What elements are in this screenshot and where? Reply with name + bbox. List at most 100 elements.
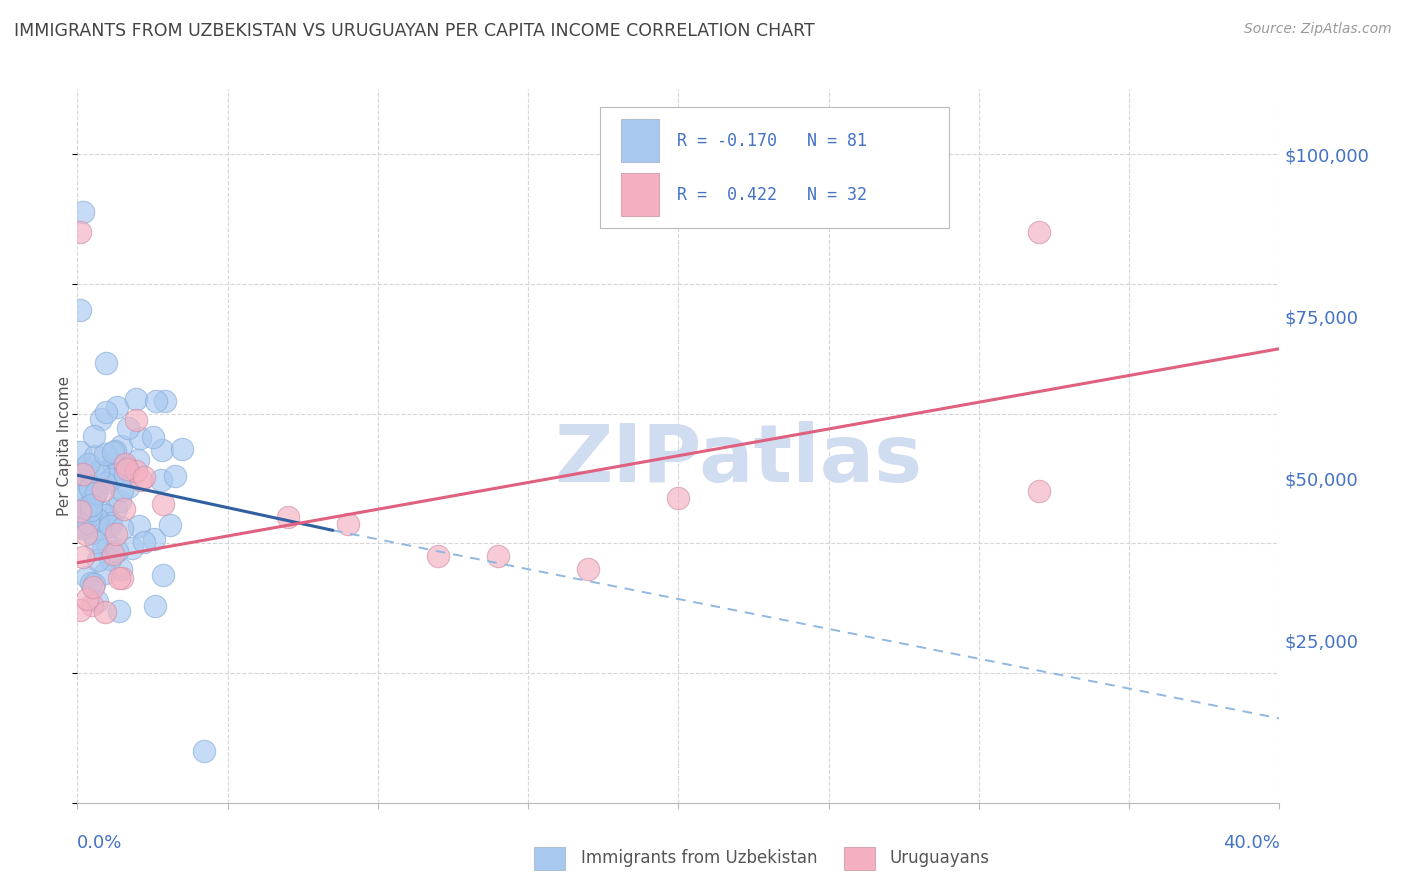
- Point: [69, 603, 91, 617]
- Point: [150, 443, 173, 458]
- Point: [89, 520, 111, 534]
- Point: [100, 551, 122, 566]
- Point: [132, 469, 155, 483]
- Point: [91, 541, 114, 556]
- Point: [94, 447, 117, 461]
- FancyBboxPatch shape: [620, 173, 659, 216]
- Point: [83, 577, 105, 591]
- Point: [125, 413, 148, 427]
- Point: [163, 468, 186, 483]
- Text: R = -0.170   N = 81: R = -0.170 N = 81: [678, 132, 868, 150]
- Point: [105, 500, 128, 515]
- Point: [108, 494, 131, 508]
- FancyBboxPatch shape: [620, 120, 659, 162]
- Point: [134, 534, 156, 549]
- Point: [86, 594, 108, 608]
- Point: [100, 472, 122, 486]
- Point: [94, 405, 117, 419]
- Point: [145, 394, 167, 409]
- Text: IMMIGRANTS FROM UZBEKISTAN VS URUGUAYAN PER CAPITA INCOME CORRELATION CHART: IMMIGRANTS FROM UZBEKISTAN VS URUGUAYAN …: [14, 22, 815, 40]
- Point: [427, 549, 450, 564]
- Point: [100, 516, 122, 531]
- Point: [94, 356, 117, 370]
- Point: [101, 547, 124, 561]
- Point: [576, 562, 599, 576]
- Point: [111, 483, 134, 497]
- Point: [82, 599, 104, 613]
- Point: [94, 566, 117, 580]
- Point: [107, 544, 129, 558]
- Point: [114, 467, 136, 481]
- FancyBboxPatch shape: [600, 107, 949, 228]
- Point: [87, 465, 110, 479]
- Point: [1028, 225, 1050, 239]
- Point: [129, 473, 152, 487]
- Point: [101, 456, 124, 470]
- Point: [90, 505, 112, 519]
- Point: [76, 591, 98, 606]
- Point: [108, 571, 131, 585]
- Point: [111, 521, 134, 535]
- Point: [87, 552, 110, 566]
- Point: [82, 490, 104, 504]
- Point: [72, 467, 94, 481]
- Point: [277, 510, 299, 524]
- Point: [112, 458, 135, 473]
- Point: [117, 480, 139, 494]
- Point: [336, 516, 359, 531]
- Point: [117, 420, 139, 434]
- Point: [104, 443, 127, 458]
- Point: [117, 462, 139, 476]
- Point: [152, 497, 174, 511]
- Point: [193, 744, 215, 758]
- Point: [76, 476, 98, 491]
- Point: [93, 483, 115, 498]
- Text: Uruguayans: Uruguayans: [890, 849, 990, 867]
- Point: [159, 517, 181, 532]
- Point: [98, 519, 121, 533]
- Point: [83, 429, 105, 443]
- Point: [69, 489, 91, 503]
- Point: [80, 525, 103, 540]
- Point: [152, 568, 174, 582]
- Point: [486, 549, 509, 564]
- Point: [69, 302, 91, 317]
- Point: [86, 535, 108, 549]
- Point: [96, 466, 118, 480]
- Point: [110, 439, 132, 453]
- Point: [69, 483, 91, 498]
- Point: [97, 539, 120, 553]
- Point: [79, 508, 101, 523]
- Point: [110, 562, 132, 576]
- Point: [172, 442, 194, 456]
- Point: [668, 491, 690, 505]
- Point: [142, 430, 165, 444]
- Point: [84, 487, 107, 501]
- Point: [75, 502, 97, 516]
- Point: [80, 502, 103, 516]
- Point: [108, 604, 131, 618]
- Point: [114, 457, 136, 471]
- Point: [77, 457, 100, 471]
- Point: [79, 575, 101, 590]
- Point: [72, 521, 94, 535]
- Point: [1028, 484, 1050, 499]
- Point: [105, 526, 128, 541]
- Point: [80, 498, 103, 512]
- Point: [112, 502, 135, 516]
- Point: [76, 516, 98, 530]
- Point: [128, 519, 150, 533]
- Point: [111, 571, 134, 585]
- Y-axis label: Per Capita Income: Per Capita Income: [56, 376, 72, 516]
- Text: Source: ZipAtlas.com: Source: ZipAtlas.com: [1244, 22, 1392, 37]
- Point: [72, 549, 94, 564]
- Point: [94, 475, 117, 490]
- Text: R =  0.422   N = 32: R = 0.422 N = 32: [678, 186, 868, 203]
- Text: 0.0%: 0.0%: [77, 834, 122, 852]
- Text: 40.0%: 40.0%: [1223, 834, 1279, 852]
- Point: [90, 412, 112, 426]
- Text: ZIPatlas: ZIPatlas: [554, 421, 922, 500]
- Point: [72, 205, 94, 219]
- Point: [82, 580, 104, 594]
- Point: [83, 450, 105, 464]
